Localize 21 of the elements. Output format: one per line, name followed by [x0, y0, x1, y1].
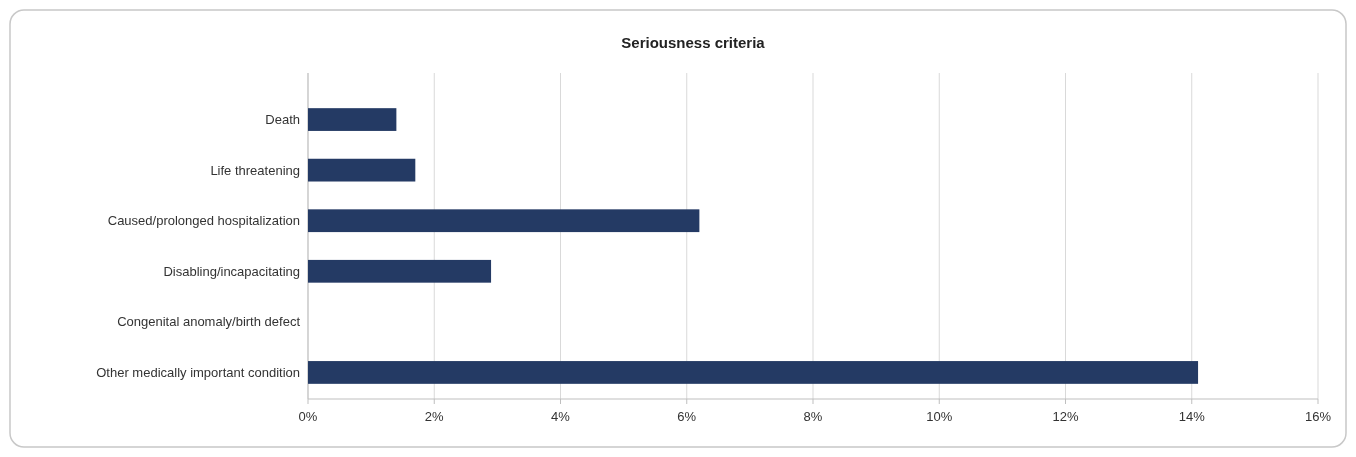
x-tick-label: 16%	[1304, 409, 1332, 424]
x-tick-label: 2%	[424, 409, 445, 424]
x-tick-label: 6%	[677, 409, 697, 424]
x-tick-label: 14%	[1178, 409, 1206, 424]
bar	[308, 108, 397, 131]
x-tick-label: 8%	[803, 409, 823, 424]
y-tick-label: Other medically important condition	[96, 365, 300, 380]
y-tick-label: Caused/prolonged hospitalization	[107, 213, 300, 229]
bar	[308, 209, 700, 233]
chart-title: Seriousness criteria	[621, 34, 766, 51]
y-tick-label: Death	[265, 112, 300, 128]
x-tick-label: 10%	[926, 409, 953, 424]
bar	[308, 361, 1199, 384]
bar	[308, 158, 416, 182]
x-tick-label: 4%	[551, 409, 571, 424]
y-tick-label: Life threatening	[210, 162, 300, 178]
y-tick-label: Disabling/incapacitating	[163, 263, 300, 279]
x-tick-label: 12%	[1052, 409, 1079, 424]
y-tick-label: Congenital anomaly/birth defect	[117, 314, 301, 330]
bar	[308, 259, 492, 283]
x-tick-label: 0%	[298, 409, 318, 424]
